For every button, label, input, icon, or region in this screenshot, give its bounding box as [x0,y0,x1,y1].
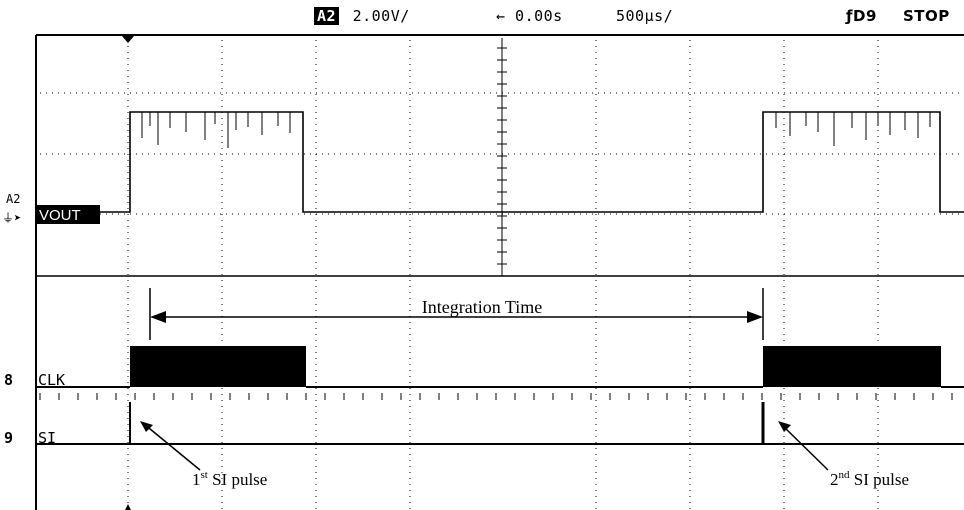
si-channel-number: 9 [4,429,13,447]
first-pulse-pointer [143,423,201,471]
vout-noise-spikes [141,112,931,148]
clk-pulse-1 [130,346,306,387]
trigger-indicator[interactable]: ƒD9 [846,7,877,25]
first-pulse-arrowhead [140,421,153,432]
vout-label-chip[interactable] [36,205,100,224]
second-pulse-pointer [781,424,829,471]
center-axis-ticks [497,47,507,265]
second-pulse-label: 2nd SI pulse [830,469,909,489]
vout-waveform [100,111,964,213]
status-bar: A2 2.00V/ ← 0.00s 500µs/ ƒD9 STOP [0,0,964,30]
channel-badge: A2 [314,7,340,25]
integration-arrow-right-head [747,311,763,323]
clk-channel-label[interactable]: CLK [38,371,65,389]
clk-channel-number: 8 [4,371,13,389]
channel-scale-readout[interactable]: A2 2.00V/ [314,7,410,25]
volts-per-div: 2.00V/ [352,7,410,25]
run-state[interactable]: STOP [903,7,950,25]
second-pulse-arrowhead [778,421,791,432]
vout-label: VOUT [39,207,81,224]
time-offset[interactable]: ← 0.00s [496,7,563,25]
vertical-gridlines [127,40,879,510]
analog-channel-id: A2 [6,192,20,206]
integration-arrow-left-head [150,311,166,323]
integration-time-label: Integration Time [422,297,543,317]
trigger-position-marker[interactable] [122,36,134,43]
si-channel-label[interactable]: SI [38,429,56,447]
timebase-readout[interactable]: 500µs/ [616,7,674,25]
ground-reference-icon: ⏚➤ [2,211,21,225]
trigger-position-marker-bottom [125,504,131,510]
clk-pulse-2 [763,346,941,387]
digital-tick-row [39,393,953,400]
first-pulse-label: 1st SI pulse [192,469,267,489]
